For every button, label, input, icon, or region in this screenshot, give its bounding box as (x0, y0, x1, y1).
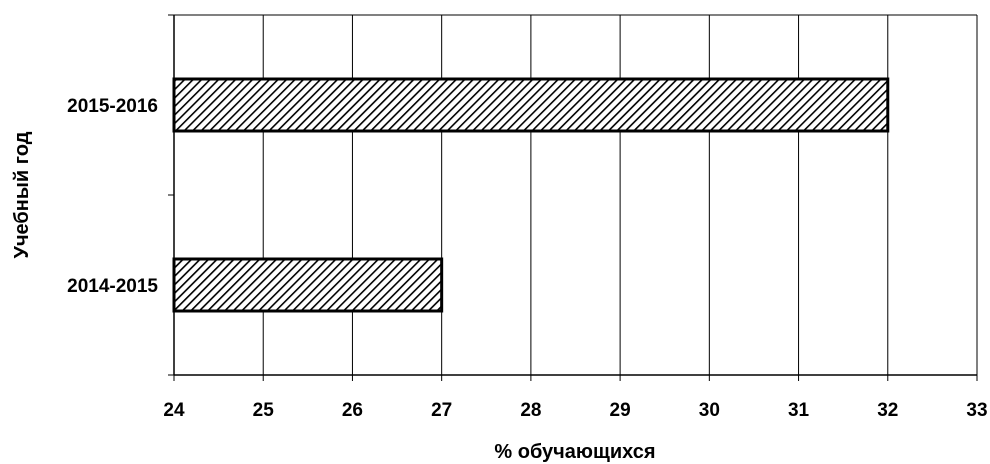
bar (172, 257, 444, 313)
gridlines (262, 15, 978, 375)
bars (172, 77, 890, 313)
x-tick-label: 31 (788, 400, 810, 421)
tick-labels: 24 25 26 27 28 29 30 31 32 33 2014-2015 2015-2016 (67, 96, 987, 421)
y-axis-title: Учебный год (11, 131, 33, 258)
x-tick-label: 26 (342, 400, 363, 421)
x-axis-title: % обучающихся (494, 441, 655, 463)
y-tick-label: 2014-2015 (67, 276, 158, 297)
x-tick-label: 29 (610, 400, 631, 421)
y-tick-label: 2015-2016 (67, 96, 158, 117)
x-tick-label: 27 (431, 400, 452, 421)
axes (168, 14, 978, 381)
x-tick-label: 24 (163, 400, 185, 421)
x-tick-label: 32 (877, 400, 898, 421)
x-tick-label: 25 (253, 400, 275, 421)
x-tick-label: 28 (520, 400, 541, 421)
x-tick-label: 30 (699, 400, 720, 421)
x-tick-label: 33 (966, 400, 987, 421)
bar (172, 77, 890, 133)
